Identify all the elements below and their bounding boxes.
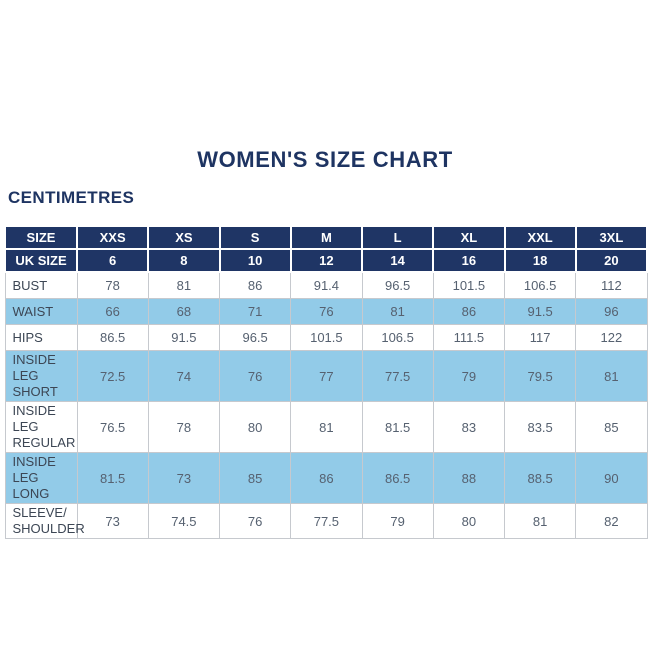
header-value-cell: M	[289, 225, 364, 250]
measurement-cell: 73	[147, 452, 221, 504]
measurement-cell: 76	[218, 350, 292, 402]
header-value-cell: 8	[147, 248, 221, 273]
row-label-cell: INSIDE LEG REGULAR	[4, 401, 78, 453]
measurement-cell: 76.5	[76, 401, 149, 453]
measurement-cell: 96.5	[218, 324, 292, 351]
header-value-cell: XS	[147, 225, 221, 250]
measurement-cell: 101.5	[290, 324, 363, 351]
header-value-cell: XXL	[503, 225, 577, 250]
header-value-cell: 12	[289, 248, 364, 273]
measurement-cell: 77	[290, 350, 363, 402]
measurement-cell: 117	[503, 324, 577, 351]
header-value-cell: 3XL	[574, 225, 649, 250]
size-chart-table: SIZE XXS XS S M L XL XXL 3XL UK SIZE 6 8 10 12 14 16 18 2…	[4, 225, 649, 539]
measurement-cell: 106.5	[361, 324, 434, 351]
measurement-cell: 91.5	[147, 324, 221, 351]
measurement-cell: 111.5	[432, 324, 506, 351]
measurement-cell: 101.5	[432, 271, 506, 299]
row-label-cell: BUST	[4, 271, 78, 299]
measurement-cell: 81	[575, 350, 648, 402]
header-value-cell: S	[218, 225, 292, 250]
table-row: WAIST 66 68 71 76 81 86 91.5 96	[4, 298, 648, 325]
header-value-cell: XXS	[75, 225, 150, 250]
measurement-cell: 77.5	[361, 350, 434, 402]
row-label-cell: INSIDE LEG LONG	[4, 452, 78, 504]
table-row: BUST 78 81 86 91.4 96.5 101.5 106.5 112	[4, 271, 648, 299]
header-value-cell: 18	[503, 248, 577, 273]
header-value-cell: 20	[574, 248, 649, 273]
measurement-cell: 68	[147, 298, 221, 325]
measurement-cell: 122	[575, 324, 648, 351]
measurement-cell: 78	[76, 271, 149, 299]
header-label-cell: UK SIZE	[4, 248, 78, 273]
measurement-cell: 73	[76, 503, 149, 539]
measurement-cell: 72.5	[76, 350, 149, 402]
table-header: SIZE XXS XS S M L XL XXL 3XL UK SIZE 6 8 10 12 14 16 18 2…	[4, 225, 649, 273]
measurement-cell: 91.4	[290, 271, 363, 299]
row-label-cell: WAIST	[4, 298, 78, 325]
measurement-cell: 86	[290, 452, 363, 504]
measurement-cell: 81	[361, 298, 434, 325]
table-row: SLEEVE/ SHOULDER 73 74.5 76 77.5 79 80 81 82	[4, 503, 648, 539]
measurement-cell: 96.5	[361, 271, 434, 299]
measurement-cell: 82	[575, 503, 648, 539]
table-row: INSIDE LEG REGULAR 76.5 78 80 81 81.5 83 83.5 85	[4, 401, 648, 453]
measurement-cell: 80	[432, 503, 506, 539]
measurement-cell: 85	[218, 452, 292, 504]
measurement-cell: 86.5	[361, 452, 434, 504]
header-value-cell: L	[360, 225, 435, 250]
measurement-cell: 112	[575, 271, 648, 299]
page-title: WOMEN'S SIZE CHART	[197, 147, 453, 172]
measurement-cell: 90	[575, 452, 648, 504]
measurement-cell: 81	[147, 271, 221, 299]
measurement-cell: 86.5	[76, 324, 149, 351]
header-value-cell: 10	[218, 248, 292, 273]
measurement-cell: 88	[432, 452, 506, 504]
measurement-cell: 81.5	[361, 401, 434, 453]
measurement-cell: 88.5	[503, 452, 577, 504]
measurement-cell: 81	[290, 401, 363, 453]
measurement-cell: 85	[575, 401, 648, 453]
measurement-cell: 74.5	[147, 503, 221, 539]
table-body: BUST 78 81 86 91.4 96.5 101.5 106.5 112 WAIST 66 68…	[4, 271, 648, 539]
header-row-uk-sizes: UK SIZE 6 8 10 12 14 16 18 20	[4, 248, 649, 273]
header-value-cell: 16	[432, 248, 506, 273]
measurement-cell: 77.5	[290, 503, 363, 539]
measurement-cell: 80	[218, 401, 292, 453]
measurement-cell: 86	[432, 298, 506, 325]
header-row-sizes: SIZE XXS XS S M L XL XXL 3XL	[4, 225, 649, 250]
measurement-cell: 76	[218, 503, 292, 539]
centimetres-label: CENTIMETRES	[8, 188, 135, 207]
measurement-cell: 96	[575, 298, 648, 325]
measurement-cell: 76	[290, 298, 363, 325]
measurement-cell: 81.5	[76, 452, 149, 504]
measurement-cell: 71	[218, 298, 292, 325]
table-row: INSIDE LEG SHORT 72.5 74 76 77 77.5 79 79.5 81	[4, 350, 648, 402]
measurement-cell: 66	[76, 298, 149, 325]
header-label-cell: SIZE	[4, 225, 78, 250]
table-row: INSIDE LEG LONG 81.5 73 85 86 86.5 88 88.5 90	[4, 452, 648, 504]
row-label-cell: HIPS	[4, 324, 78, 351]
measurement-cell: 81	[503, 503, 577, 539]
measurement-cell: 78	[147, 401, 221, 453]
header-value-cell: 6	[75, 248, 150, 273]
header-value-cell: 14	[360, 248, 435, 273]
measurement-cell: 91.5	[503, 298, 577, 325]
measurement-cell: 79	[361, 503, 434, 539]
row-label-cell: INSIDE LEG SHORT	[4, 350, 78, 402]
row-label-cell: SLEEVE/ SHOULDER	[4, 503, 85, 539]
measurement-cell: 74	[147, 350, 221, 402]
table-row: HIPS 86.5 91.5 96.5 101.5 106.5 111.5 117 122	[4, 324, 648, 351]
measurement-cell: 86	[218, 271, 292, 299]
header-value-cell: XL	[432, 225, 506, 250]
measurement-cell: 83.5	[503, 401, 577, 453]
measurement-cell: 79	[432, 350, 506, 402]
measurement-cell: 79.5	[503, 350, 577, 402]
measurement-cell: 83	[432, 401, 506, 453]
measurement-cell: 106.5	[503, 271, 577, 299]
